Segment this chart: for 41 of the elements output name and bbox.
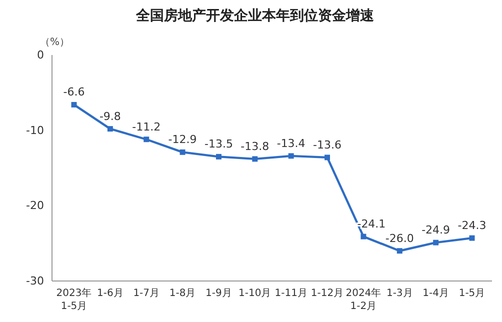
point xyxy=(360,234,366,240)
x-tick-label: 1-3月 xyxy=(386,288,413,299)
data-label: -12.9 xyxy=(168,133,197,146)
x-tick-label: 1-9月 xyxy=(206,288,232,299)
y-tick-label: -10 xyxy=(26,124,44,137)
data-label: -24.3 xyxy=(458,219,486,232)
chart-title: 全国房地产开发企业本年到位资金增速 xyxy=(135,7,375,24)
point xyxy=(216,154,222,160)
data-label: -24.9 xyxy=(422,224,450,237)
x-tick-label: 1-11月 xyxy=(274,288,308,299)
point xyxy=(433,240,439,246)
x-tick-label: 1-6月 xyxy=(97,288,124,299)
data-label: -11.2 xyxy=(132,120,161,134)
y-tick-label: -20 xyxy=(26,199,44,212)
x-tick-label: 1-7月 xyxy=(133,288,160,299)
x-tick-label: 1-12月 xyxy=(310,288,344,299)
x-tick-label: 1-4月 xyxy=(422,288,449,299)
point xyxy=(71,102,77,108)
y-axis-title: （%） xyxy=(40,37,70,48)
point xyxy=(144,136,150,142)
x-tick-label: 1-8月 xyxy=(169,288,196,299)
x-tick-label: 1-10月 xyxy=(238,288,272,299)
data-label: -26.0 xyxy=(385,232,414,245)
y-tick-label: -30 xyxy=(26,274,44,288)
point xyxy=(324,154,330,160)
point xyxy=(396,248,402,254)
x-tick-label: 2023年 1-5月 xyxy=(56,287,92,312)
point xyxy=(107,126,113,132)
point xyxy=(252,156,258,162)
data-label: -13.6 xyxy=(313,138,342,152)
data-label: -6.6 xyxy=(63,86,85,99)
point xyxy=(288,153,294,159)
point xyxy=(469,235,475,241)
point xyxy=(180,149,186,155)
data-label: -13.4 xyxy=(276,136,306,150)
y-tick-label: 0 xyxy=(37,48,44,62)
data-label: -13.5 xyxy=(204,138,233,151)
data-label: -9.8 xyxy=(99,110,121,123)
data-label: -13.8 xyxy=(240,140,270,153)
x-tick-label: 1-5月 xyxy=(458,288,486,299)
x-tick-label: 2024年 1-2月 xyxy=(346,287,382,312)
